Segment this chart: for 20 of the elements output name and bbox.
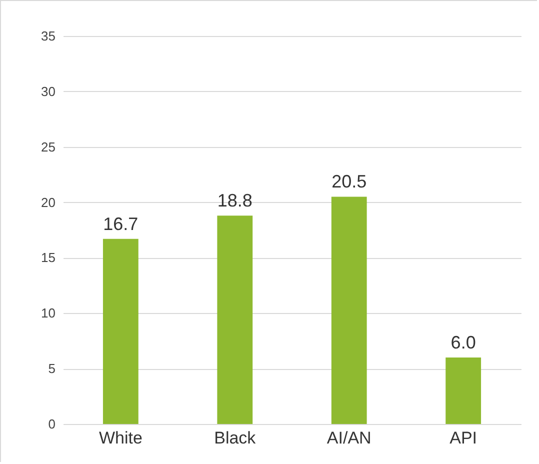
bar	[331, 196, 367, 424]
bar	[102, 238, 138, 424]
y-tick-label: 30	[41, 84, 56, 99]
y-tick-label: 25	[41, 139, 56, 154]
x-tick-label: AI/AN	[326, 428, 372, 448]
data-label: 16.7	[103, 214, 138, 234]
y-tick-label: 0	[48, 416, 56, 432]
x-tick-label: API	[450, 428, 478, 448]
x-tick-label: Black	[214, 428, 256, 448]
data-label: 18.8	[217, 190, 252, 211]
y-tick-label: 35	[41, 28, 56, 44]
x-tick-label: White	[98, 428, 142, 448]
y-tick-label: 5	[48, 361, 56, 376]
y-tick-label: 20	[41, 194, 56, 210]
y-tick-label: 15	[41, 250, 56, 266]
data-label: 6.0	[450, 332, 476, 352]
bar	[446, 357, 482, 424]
y-tick-label: 10	[41, 306, 56, 321]
data-label: 20.5	[332, 172, 367, 192]
bar	[217, 216, 253, 424]
